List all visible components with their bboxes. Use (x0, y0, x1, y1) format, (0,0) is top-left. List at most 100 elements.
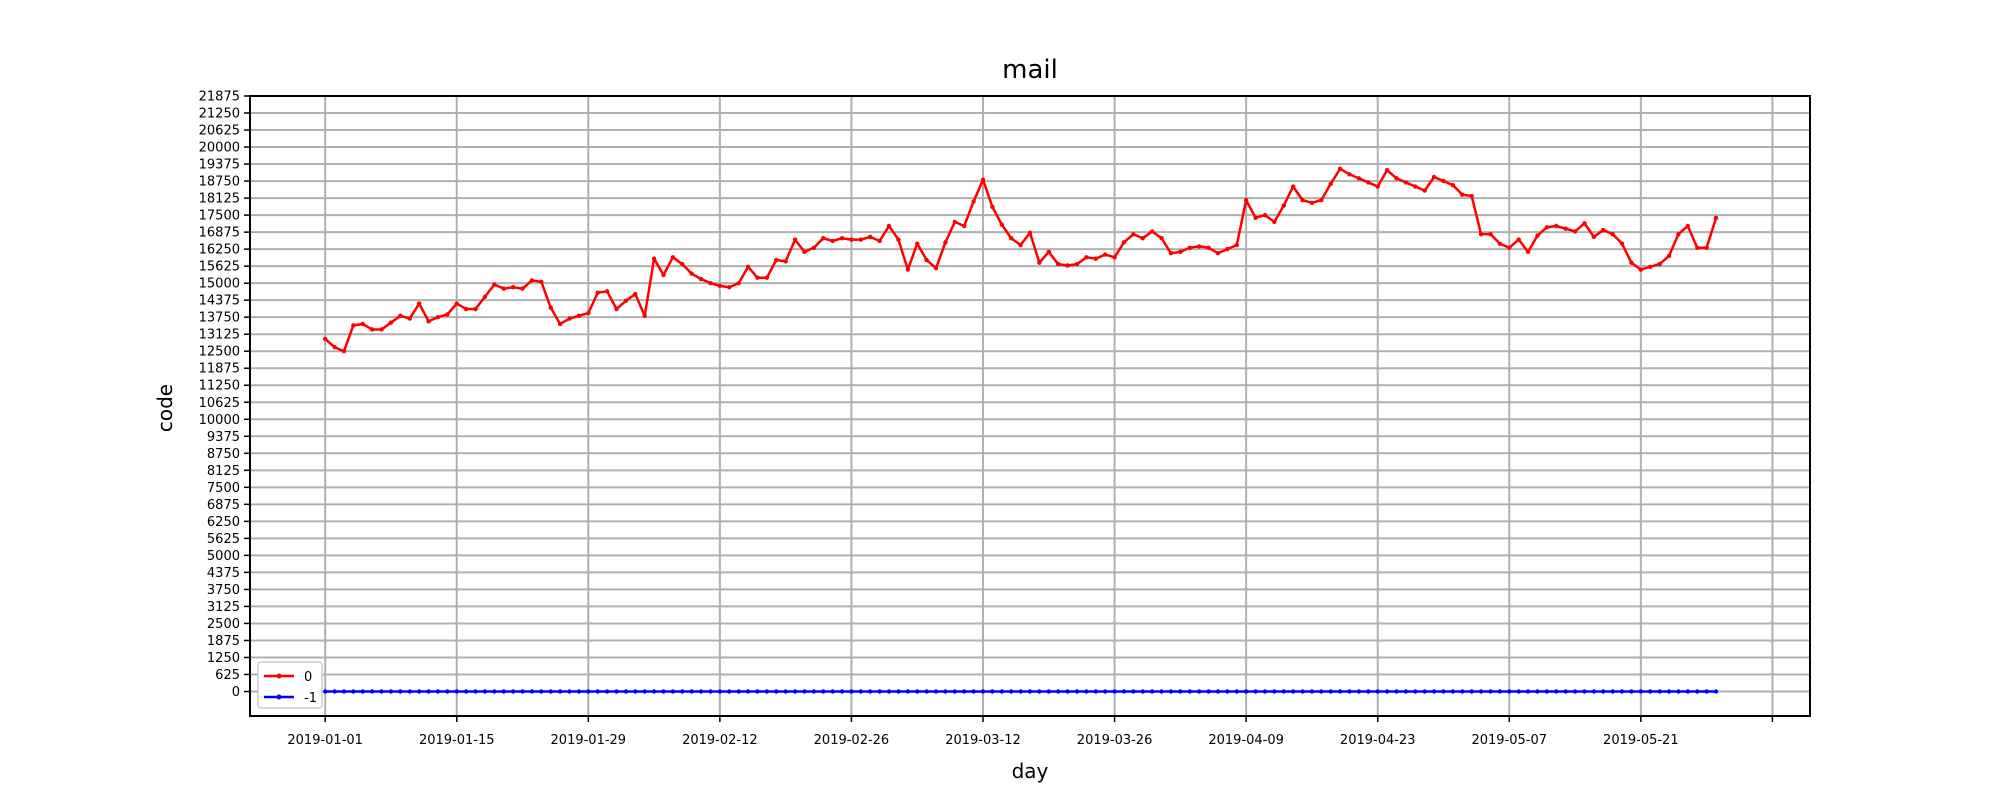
data-point-series-1 (445, 689, 450, 694)
data-point-series-0 (1666, 253, 1672, 259)
y-tick-label: 14375 (199, 294, 240, 309)
data-point-series-0 (369, 327, 375, 332)
data-point-series-1 (510, 689, 516, 694)
data-point-series-0 (868, 234, 873, 240)
data-point-series-1 (990, 689, 995, 694)
x-tick-label: 2019-04-23 (1340, 733, 1416, 748)
chart-title: mail (1002, 55, 1058, 85)
data-point-series-0 (774, 257, 779, 263)
data-point-series-0 (1516, 237, 1521, 242)
data-point-series-0 (1027, 230, 1033, 235)
data-point-series-0 (999, 222, 1005, 227)
data-point-series-0 (398, 313, 403, 319)
data-point-series-1 (1009, 689, 1014, 694)
data-point-series-1 (416, 689, 422, 694)
data-point-series-0 (1121, 240, 1127, 245)
data-point-series-1 (924, 689, 929, 694)
data-point-series-0 (1535, 233, 1540, 238)
data-point-series-0 (1572, 229, 1578, 234)
data-point-series-1 (1450, 689, 1456, 694)
data-point-series-1 (388, 689, 394, 694)
data-point-series-1 (821, 689, 826, 694)
data-point-series-0 (388, 320, 394, 325)
data-point-series-0 (1610, 231, 1615, 237)
data-point-series-0 (595, 290, 600, 295)
legend-label-series-1: -1 (304, 691, 317, 706)
data-point-series-0 (915, 241, 920, 246)
y-tick-label: 16875 (199, 226, 240, 241)
data-point-series-0 (708, 280, 713, 286)
data-point-series-1 (1027, 689, 1033, 694)
data-point-series-1 (1243, 689, 1249, 694)
data-point-series-1 (332, 689, 337, 694)
data-point-series-0 (379, 327, 384, 332)
y-tick-label: 5000 (207, 549, 240, 564)
y-tick-label: 8750 (207, 447, 240, 462)
data-point-series-1 (1582, 689, 1587, 694)
data-point-series-0 (1093, 256, 1098, 261)
y-tick-label: 18125 (199, 192, 240, 207)
data-point-series-0 (943, 240, 948, 245)
data-point-series-0 (1713, 215, 1719, 221)
data-point-series-1 (482, 689, 488, 694)
data-point-series-0 (1074, 261, 1080, 267)
data-point-series-1 (1084, 689, 1089, 694)
data-point-series-1 (689, 689, 694, 694)
y-tick-label: 9375 (207, 430, 240, 445)
data-point-series-0 (482, 294, 488, 299)
data-point-series-1 (999, 689, 1005, 694)
data-point-series-1 (1685, 689, 1691, 694)
data-point-series-0 (1168, 251, 1174, 256)
data-point-series-1 (1507, 689, 1512, 694)
data-point-series-1 (1610, 689, 1615, 694)
data-point-series-0 (454, 301, 459, 306)
data-point-series-0 (567, 316, 572, 321)
data-point-series-1 (1253, 689, 1258, 694)
data-point-series-0 (604, 289, 610, 294)
y-tick-label: 10000 (199, 413, 240, 428)
data-point-series-1 (1460, 689, 1465, 694)
data-point-series-1 (1168, 689, 1174, 694)
data-point-series-0 (1366, 180, 1371, 185)
y-tick-label: 10625 (199, 396, 240, 411)
data-point-series-0 (1497, 241, 1503, 246)
data-point-series-1 (933, 689, 939, 694)
x-tick-label: 2019-03-12 (945, 733, 1021, 748)
data-point-series-0 (1281, 203, 1286, 208)
data-point-series-0 (1460, 192, 1465, 197)
data-point-series-0 (539, 279, 544, 284)
y-tick-label: 20000 (199, 141, 240, 156)
data-point-series-1 (351, 689, 356, 694)
data-point-series-1 (792, 689, 798, 694)
x-tick-label: 2019-02-26 (814, 733, 890, 748)
data-point-series-0 (698, 276, 704, 282)
y-tick-label: 19375 (199, 158, 240, 173)
data-point-series-1 (1713, 689, 1719, 694)
data-point-series-1 (567, 689, 572, 694)
y-tick-label: 12500 (199, 345, 240, 360)
grid-lines (250, 95, 1810, 716)
y-tick-label: 625 (215, 668, 240, 683)
data-point-series-0 (1084, 255, 1089, 260)
data-point-series-0 (1375, 184, 1380, 189)
data-point-series-1 (492, 689, 497, 694)
data-point-series-0 (1037, 260, 1042, 265)
data-point-series-0 (896, 237, 901, 242)
data-point-series-1 (1046, 689, 1052, 694)
y-tick-label: 5625 (207, 532, 240, 547)
data-point-series-0 (821, 236, 826, 241)
data-point-series-0 (576, 313, 582, 319)
data-point-series-1 (1131, 689, 1136, 694)
y-tick-label: 8125 (207, 464, 240, 479)
data-point-series-0 (1488, 231, 1493, 237)
data-point-series-0 (689, 271, 694, 276)
y-tick-label: 21875 (199, 90, 240, 105)
data-point-series-0 (1657, 261, 1662, 267)
data-point-series-0 (642, 313, 647, 319)
data-point-series-0 (971, 199, 976, 204)
y-tick-label: 3125 (207, 600, 240, 615)
data-point-series-1 (1695, 689, 1700, 694)
y-tick-label: 21250 (199, 107, 240, 122)
data-point-series-1 (774, 689, 779, 694)
data-point-series-1 (1319, 689, 1324, 694)
